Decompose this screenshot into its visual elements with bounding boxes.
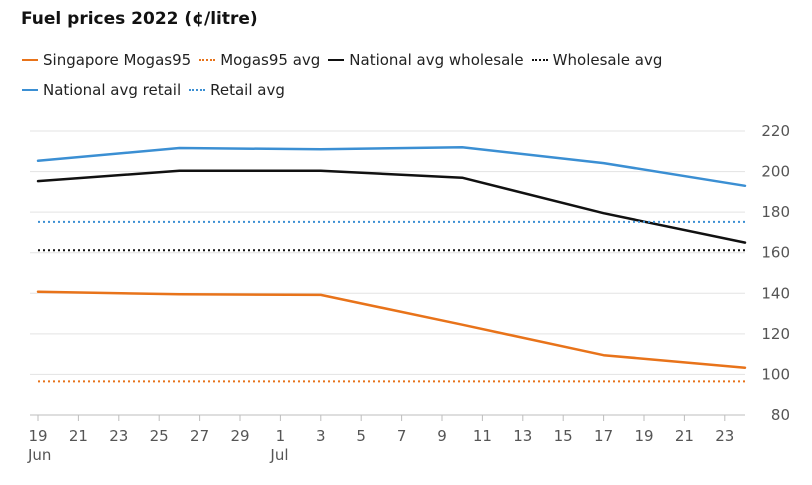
legend-label: Mogas95 avg — [220, 51, 321, 69]
x-tick-label: 23 — [109, 427, 128, 445]
y-tick-label: 180 — [761, 203, 790, 221]
series-singapore-mogas95 — [36, 290, 747, 369]
legend-label: National avg wholesale — [349, 51, 524, 69]
x-tick-label: 3 — [316, 427, 326, 445]
legend-label: Singapore Mogas95 — [43, 51, 192, 69]
x-tick-label: 13 — [513, 427, 532, 445]
x-tick-label: 7 — [397, 427, 407, 445]
legend-swatch — [22, 59, 38, 61]
legend-item-singapore-mogas95: Singapore Mogas95 — [22, 51, 191, 69]
x-tick-label: 1 — [276, 427, 286, 445]
y-tick-label: 160 — [761, 244, 790, 262]
x-tick-label: 11 — [473, 427, 492, 445]
y-tick-label: 140 — [761, 284, 790, 302]
legend-item-national-avg-wholesale: National avg wholesale — [328, 51, 524, 69]
chart-title: Fuel prices 2022 (¢/litre) — [21, 9, 258, 29]
series-lines — [36, 145, 747, 383]
y-tick-label: 200 — [761, 163, 790, 181]
x-tick-label: 29 — [230, 427, 249, 445]
gridlines — [30, 130, 745, 416]
legend-swatch — [22, 89, 38, 91]
y-tick-label: 220 — [761, 122, 790, 140]
x-tick-label: 19 — [634, 427, 653, 445]
y-tick-label: 80 — [771, 406, 790, 424]
x-tick-label: 21 — [675, 427, 694, 445]
legend-swatch — [199, 59, 216, 61]
legend-item-wholesale-avg: Wholesale avg — [531, 51, 663, 69]
legend-swatch — [531, 59, 548, 61]
series-national-avg-wholesale — [36, 169, 747, 244]
legend-swatch — [328, 59, 345, 61]
legend-row-2: National avg retail Retail avg — [22, 81, 293, 99]
legend-item-national-avg-retail: National avg retail — [22, 81, 181, 99]
x-tick-label: 25 — [150, 427, 169, 445]
legend-item-mogas95-avg: Mogas95 avg — [199, 51, 320, 69]
x-month-label: Jun — [27, 446, 51, 464]
x-tick-label: 15 — [554, 427, 573, 445]
x-month-label: Jul — [269, 446, 288, 464]
x-tick-label: 17 — [594, 427, 613, 445]
legend: Singapore Mogas95 Mogas95 avg National a… — [22, 51, 670, 69]
legend-label: Retail avg — [210, 81, 285, 99]
x-tick-label: 27 — [190, 427, 209, 445]
legend-label: National avg retail — [43, 81, 182, 99]
x-tick-label: 23 — [715, 427, 734, 445]
series-national-avg-retail — [36, 145, 747, 188]
y-axis: 80 100 120 140 160 180 200 220 — [761, 122, 790, 424]
x-tick-label: 5 — [356, 427, 366, 445]
x-tick-label: 9 — [437, 427, 447, 445]
x-tick-label: 19 — [28, 427, 47, 445]
y-tick-label: 100 — [761, 365, 790, 383]
legend-swatch — [189, 89, 206, 91]
legend-item-retail-avg: Retail avg — [189, 81, 285, 99]
x-tick-label: 21 — [69, 427, 88, 445]
y-tick-label: 120 — [761, 325, 790, 343]
legend-label: Wholesale avg — [552, 51, 663, 69]
